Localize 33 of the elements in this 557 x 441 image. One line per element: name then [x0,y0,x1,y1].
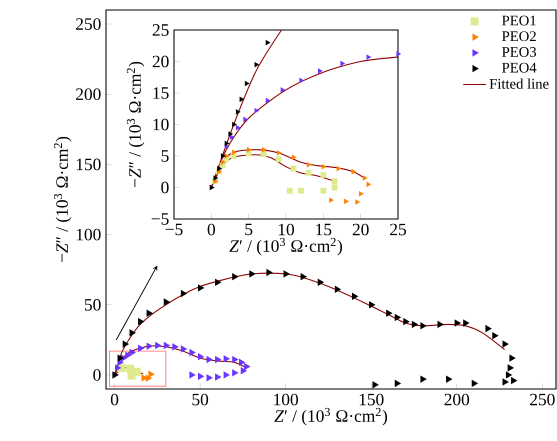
x-axis-title: Z′ / (10$^{3}$ Ω·cm$^{2}$) [229,238,342,256]
x-axis-title: Z′ / (10$^{3}$ Ω·cm$^{2}$) [274,408,388,426]
x-tick-label: 5 [245,224,252,236]
x-tick-label: 50 [192,394,208,406]
y-tick-label: 10 [153,118,169,130]
y-tick-label: 0 [161,182,169,194]
x-tick-label: 25 [390,224,406,236]
y-axis-title: −Z″ / (10$^{3}$ Ω·cm$^{2}$) [126,62,144,188]
y-axis-title: −Z″ / (10$^{3}$ Ω·cm$^{2}$) [54,136,72,262]
x-tick-label: 15 [316,224,332,236]
y-tick-label: 50 [84,298,101,311]
x-tick-label: 200 [444,394,470,406]
y-tick-label: 200 [76,88,101,100]
x-tick-label: 100 [274,394,298,406]
legend-label: PEO4 [502,62,536,73]
x-tick-label: 0 [110,394,118,406]
legend-label: PEO3 [502,47,536,57]
legend-label: PEO2 [502,31,536,42]
y-tick-label: 5 [162,150,169,162]
y-tick-label: 15 [153,87,169,99]
legend-label: PEO1 [502,16,536,26]
y-tick-label: 0 [93,369,101,381]
y-tick-label: 25 [152,24,169,36]
y-tick-label: −5 [152,213,169,225]
y-tick-label: 250 [76,18,101,30]
x-tick-label: 20 [352,224,369,236]
y-tick-label: 20 [152,56,169,68]
legend-label: Fitted line [490,78,549,89]
x-tick-label: 10 [278,224,294,236]
x-tick-label: 250 [530,394,555,406]
x-tick-label: 0 [208,224,216,236]
y-tick-label: 150 [76,158,101,170]
x-tick-label: 150 [360,394,384,406]
